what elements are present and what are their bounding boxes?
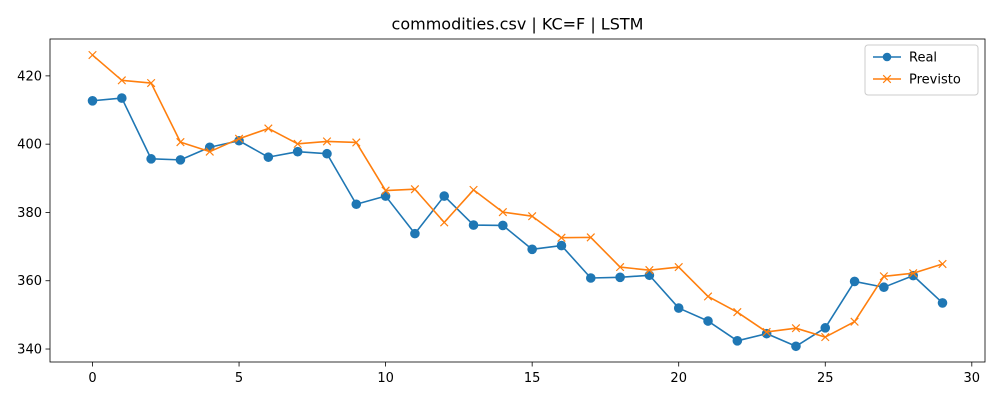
x-tick-label: 15 [524,371,541,386]
data-point-previsto [293,139,302,149]
data-point-previsto [322,137,332,146]
data-point-previsto [615,262,625,272]
data-point-previsto [410,185,420,194]
data-point-previsto [733,307,742,317]
legend: Real Previsto [864,44,979,96]
data-point-real [791,341,801,352]
data-point-previsto [264,124,273,133]
plot-area [87,50,948,352]
data-point-real [292,146,303,157]
data-point-real [498,220,508,231]
data-point-previsto [938,259,947,269]
data-point-real [937,298,948,308]
data-point-real [146,154,156,164]
data-point-real [732,336,743,346]
x-tick-label: 5 [235,371,243,386]
y-tick-label: 420 [17,69,42,84]
legend-label-real: Real [909,51,937,66]
data-point-real [468,220,479,230]
data-point-real [322,148,332,159]
axes: 0 5 10 15 20 25 30 340 360 380 400 420 [17,38,986,386]
data-point-real [439,191,450,201]
data-point-real [585,273,596,283]
data-point-previsto [117,76,127,85]
x-tick-label: 20 [670,371,687,386]
data-point-previsto [176,137,185,147]
data-point-real [615,272,625,283]
legend-marker-real [882,52,892,62]
x-tick-label: 0 [88,371,96,386]
legend-marker-previsto [882,74,892,84]
data-point-previsto [146,78,156,88]
data-point-previsto [205,147,214,156]
data-point-previsto [908,269,918,278]
data-point-previsto [703,292,713,301]
data-point-real [703,316,713,326]
y-tick-label: 360 [17,274,42,289]
data-point-real [263,152,274,162]
chart-title: commodities.csv | KC=F | LSTM [392,15,644,34]
data-point-real [527,244,537,255]
series-line-real [91,97,944,348]
data-point-real [849,276,860,287]
data-point-previsto [381,186,390,195]
data-point-real [351,199,362,210]
data-point-previsto [439,218,449,227]
axes-frame [49,38,986,363]
data-point-previsto [498,207,508,217]
data-point-previsto [88,50,97,60]
x-tick-label: 10 [377,371,394,386]
data-point-real [117,93,127,103]
data-point-real [879,282,889,293]
data-point-previsto [527,211,537,221]
data-point-previsto [791,323,801,333]
data-point-real [820,323,831,333]
data-point-real [175,155,186,165]
data-point-real [380,191,391,201]
data-point-previsto [821,332,830,342]
data-point-previsto [557,233,566,242]
y-tick-label: 400 [17,138,42,153]
data-point-real [410,228,420,239]
data-point-previsto [762,327,771,337]
x-tick-label: 25 [817,371,834,386]
data-point-previsto [645,265,654,275]
data-point-previsto [234,134,244,143]
data-point-real [87,96,98,106]
data-point-real [673,303,684,313]
series-line-previsto [91,53,944,338]
data-point-previsto [586,233,596,242]
data-point-previsto [879,272,889,281]
y-tick-label: 380 [17,206,42,221]
data-point-real [556,240,567,251]
data-point-previsto [469,185,478,195]
data-point-previsto [352,138,361,147]
data-point-previsto [850,317,859,326]
legend-label-previsto: Previsto [909,73,961,88]
y-tick-label: 340 [17,343,42,358]
data-point-real [644,270,655,281]
data-point-previsto [674,262,683,272]
x-tick-label: 30 [964,371,981,386]
